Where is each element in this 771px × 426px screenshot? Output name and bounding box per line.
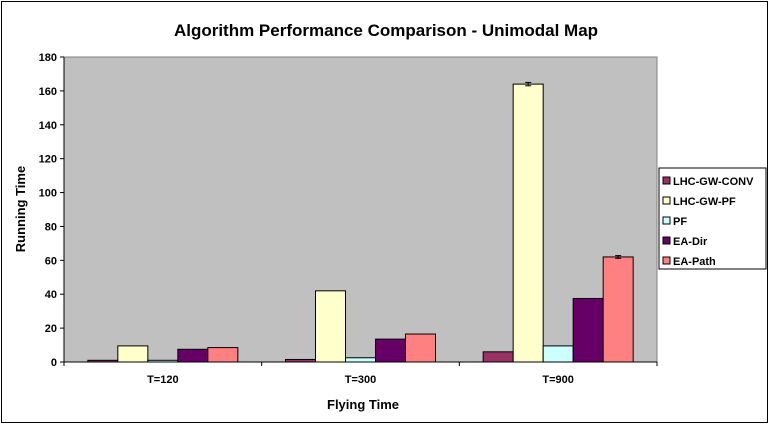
- bar-lhc-gw-pf-t900: [512, 83, 544, 363]
- bar-ea-path-t300: [405, 333, 436, 363]
- y-tick-label: 140: [39, 120, 57, 132]
- legend-box: [658, 167, 767, 270]
- y-tick-label: 180: [39, 52, 57, 64]
- legend-swatch: [662, 216, 671, 225]
- legend-swatch: [662, 256, 671, 265]
- chart-title: Algorithm Performance Comparison - Unimo…: [174, 21, 598, 40]
- legend-label: EA-Dir: [673, 236, 708, 248]
- legend-label: EA-Path: [673, 256, 716, 268]
- legend-swatch: [662, 236, 671, 245]
- y-axis: 0 20 40 60 80 100 120 140 160 180: [39, 52, 65, 369]
- bar-lhc-gw-pf-t300: [315, 290, 346, 363]
- legend-label: PF: [673, 216, 687, 228]
- x-axis: T=120 T=300 T=900: [63, 361, 658, 386]
- bars-group: [87, 81, 634, 363]
- legend: LHC-GW-CONV LHC-GW-PF PF EA-Dir EA-Path: [658, 167, 767, 270]
- bar-ea-dir-t120: [177, 348, 209, 363]
- bar-ea-dir-t300: [375, 338, 406, 363]
- y-tick-label: 20: [45, 323, 57, 335]
- y-axis-title: Running Time: [13, 166, 28, 252]
- y-tick-label: 60: [45, 255, 57, 267]
- bar-pf-t300: [345, 357, 376, 363]
- y-tick-label: 0: [51, 357, 57, 369]
- x-tick-label: T=900: [542, 374, 574, 386]
- bar-pf-t900: [542, 345, 574, 363]
- bar-ea-dir-t900: [572, 297, 604, 363]
- legend-label: LHC-GW-PF: [673, 196, 736, 208]
- x-axis-title: Flying Time: [327, 397, 399, 412]
- x-tick-label: T=300: [345, 374, 377, 386]
- plot-area: [63, 56, 658, 363]
- legend-swatch: [662, 196, 671, 205]
- bar-ea-path-t120: [207, 347, 239, 363]
- legend-label: LHC-GW-CONV: [673, 176, 754, 188]
- y-tick-label: 120: [39, 154, 57, 166]
- bar-ea-path-t900: [602, 256, 634, 363]
- x-tick-label: T=120: [147, 374, 179, 386]
- bar-lhc-gw-pf-t120: [117, 345, 149, 363]
- y-tick-label: 100: [39, 188, 57, 200]
- y-tick-label: 160: [39, 86, 57, 98]
- bar-lhc-gw-conv-t900: [482, 351, 514, 363]
- y-tick-label: 80: [45, 221, 57, 233]
- legend-swatch: [662, 176, 671, 185]
- y-tick-label: 40: [45, 289, 57, 301]
